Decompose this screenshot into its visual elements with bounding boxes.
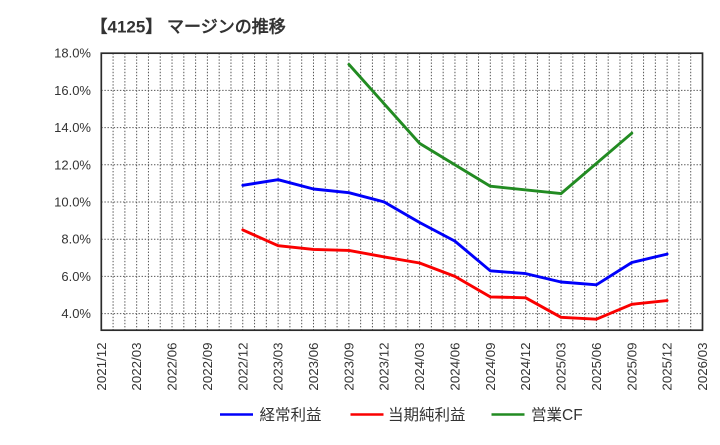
svg-text:2025/03: 2025/03 (554, 343, 569, 391)
svg-text:2024/09: 2024/09 (483, 343, 498, 391)
svg-text:10.0%: 10.0% (54, 195, 91, 210)
svg-text:6.0%: 6.0% (61, 269, 91, 284)
svg-text:2022/09: 2022/09 (200, 343, 215, 391)
svg-text:2025/09: 2025/09 (624, 343, 639, 391)
svg-text:18.0%: 18.0% (54, 46, 91, 61)
svg-text:2024/12: 2024/12 (518, 343, 533, 391)
svg-text:2022/03: 2022/03 (129, 343, 144, 391)
svg-text:営業CF: 営業CF (531, 406, 583, 424)
svg-text:2022/06: 2022/06 (165, 343, 180, 391)
svg-text:2026/03: 2026/03 (695, 343, 710, 391)
svg-text:2023/06: 2023/06 (306, 343, 321, 391)
svg-text:2023/03: 2023/03 (271, 343, 286, 391)
svg-text:2025/06: 2025/06 (589, 343, 604, 391)
svg-text:2024/03: 2024/03 (412, 343, 427, 391)
svg-text:【4125】 マージンの推移: 【4125】 マージンの推移 (91, 17, 286, 37)
svg-text:2025/12: 2025/12 (660, 343, 675, 391)
svg-text:2023/12: 2023/12 (377, 343, 392, 391)
svg-text:2021/12: 2021/12 (94, 343, 109, 391)
svg-text:12.0%: 12.0% (54, 157, 91, 172)
svg-text:8.0%: 8.0% (61, 232, 91, 247)
svg-text:当期純利益: 当期純利益 (388, 406, 466, 424)
svg-text:2022/12: 2022/12 (235, 343, 250, 391)
svg-text:経常利益: 経常利益 (260, 406, 322, 424)
svg-text:14.0%: 14.0% (54, 120, 91, 135)
svg-text:16.0%: 16.0% (54, 83, 91, 98)
svg-text:2024/06: 2024/06 (447, 343, 462, 391)
svg-text:2023/09: 2023/09 (341, 343, 356, 391)
svg-text:4.0%: 4.0% (61, 306, 91, 321)
